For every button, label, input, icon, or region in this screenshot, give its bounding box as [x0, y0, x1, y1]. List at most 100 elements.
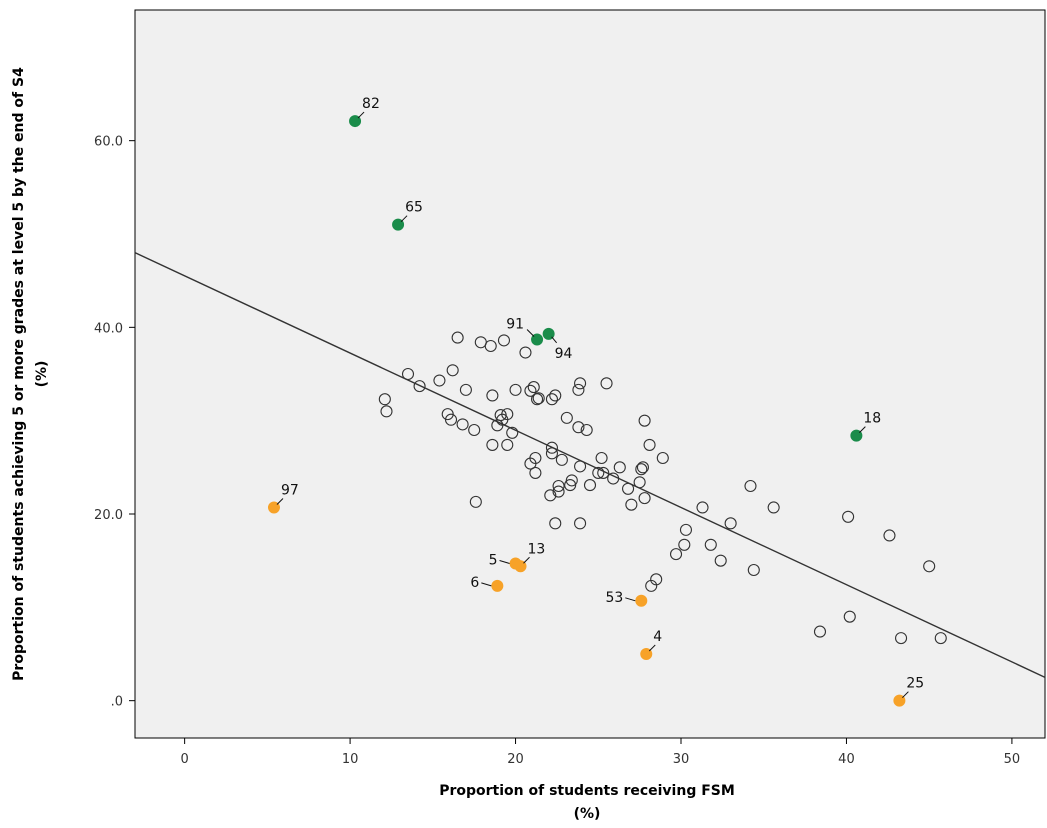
- outlier-point-high: [349, 115, 362, 128]
- point-label-leader: [400, 215, 408, 223]
- plot-area: [134, 9, 1046, 739]
- point-label-leader: [523, 556, 530, 564]
- data-point: [468, 423, 481, 437]
- data-point: [532, 392, 545, 405]
- data-point: [934, 632, 947, 645]
- data-point: [572, 383, 585, 396]
- point-label-leader: [902, 691, 909, 699]
- y-tick-label: .0: [111, 695, 123, 710]
- data-point: [524, 384, 537, 397]
- point-label: 6: [470, 575, 479, 591]
- point-label: 13: [528, 541, 546, 557]
- points-group: [267, 115, 947, 707]
- data-point: [380, 405, 393, 418]
- data-point: [545, 441, 558, 454]
- point-label: 91: [506, 316, 524, 332]
- x-tick-label: 40: [838, 752, 855, 767]
- data-point: [895, 632, 908, 645]
- data-point: [544, 489, 557, 502]
- data-point: [486, 438, 499, 451]
- x-tick-label: 30: [673, 752, 690, 767]
- data-point: [843, 610, 856, 623]
- data-point: [497, 334, 511, 347]
- data-point: [714, 554, 727, 567]
- data-point: [923, 560, 936, 573]
- regression-line: [134, 252, 1046, 678]
- data-point: [529, 466, 542, 479]
- data-point: [545, 393, 558, 406]
- point-label-leader: [648, 644, 656, 652]
- data-point: [446, 364, 459, 377]
- x-tick-label: 20: [507, 752, 524, 767]
- data-point: [595, 451, 608, 465]
- data-point: [451, 331, 464, 344]
- data-point: [633, 476, 646, 489]
- data-point: [678, 538, 691, 551]
- data-point: [527, 381, 540, 394]
- data-point: [552, 479, 565, 493]
- point-label: 5: [489, 552, 498, 568]
- data-point: [486, 389, 499, 402]
- point-label: 82: [362, 96, 380, 112]
- data-point: [456, 418, 469, 431]
- outlier-point-high: [392, 218, 405, 231]
- outlier-point-high: [850, 429, 863, 442]
- data-point: [401, 367, 415, 381]
- data-point: [638, 414, 651, 427]
- point-label-leader: [481, 582, 492, 587]
- data-point: [501, 438, 514, 451]
- point-label-leader: [625, 597, 636, 602]
- outlier-point-high: [531, 333, 544, 346]
- y-tick-label: 60.0: [94, 135, 123, 150]
- data-point: [592, 466, 605, 479]
- data-point: [433, 374, 446, 387]
- data-point: [484, 339, 497, 353]
- axes: 0 10 20 30 40 50 .0 20.0 40.0 60.0: [94, 135, 1020, 767]
- outlier-point-low: [635, 594, 648, 607]
- point-label-leader: [357, 111, 365, 119]
- outlier-point-low: [640, 648, 653, 660]
- data-point: [378, 393, 391, 406]
- data-point: [613, 461, 626, 474]
- data-point: [650, 573, 663, 586]
- data-point: [574, 460, 587, 473]
- data-point: [744, 479, 757, 493]
- data-point: [600, 377, 613, 390]
- data-point: [549, 517, 562, 530]
- data-point: [704, 538, 717, 551]
- data-point: [549, 389, 562, 402]
- y-axis-title: Proportion of students achieving 5 or mo…: [11, 67, 27, 681]
- data-point: [519, 346, 532, 359]
- point-label-leader: [551, 336, 558, 344]
- data-point: [506, 426, 519, 439]
- fit-line-group: [134, 252, 1046, 678]
- data-point: [572, 421, 585, 434]
- data-point: [531, 393, 544, 406]
- data-point: [583, 479, 597, 492]
- point-label: 25: [906, 676, 924, 692]
- data-point: [747, 563, 760, 577]
- data-point: [656, 451, 669, 465]
- point-label: 65: [405, 200, 423, 216]
- point-label: 18: [863, 411, 881, 427]
- point-label: 4: [653, 629, 662, 645]
- data-point: [813, 625, 827, 638]
- data-point: [597, 466, 610, 479]
- x-axis-title: Proportion of students receiving FSM: [439, 783, 735, 799]
- data-point: [679, 523, 693, 536]
- data-point: [560, 411, 573, 424]
- outlier-point-low: [267, 501, 280, 514]
- data-point: [501, 408, 514, 421]
- data-point: [638, 492, 651, 505]
- data-point: [555, 453, 568, 466]
- data-point: [574, 377, 587, 390]
- data-point: [529, 451, 542, 465]
- point-label: 97: [281, 482, 299, 498]
- data-point: [545, 447, 558, 460]
- data-point: [724, 517, 737, 530]
- point-label-leader: [859, 426, 866, 433]
- data-point: [625, 498, 638, 511]
- x-tick-label: 50: [1004, 752, 1021, 767]
- data-point: [883, 529, 896, 542]
